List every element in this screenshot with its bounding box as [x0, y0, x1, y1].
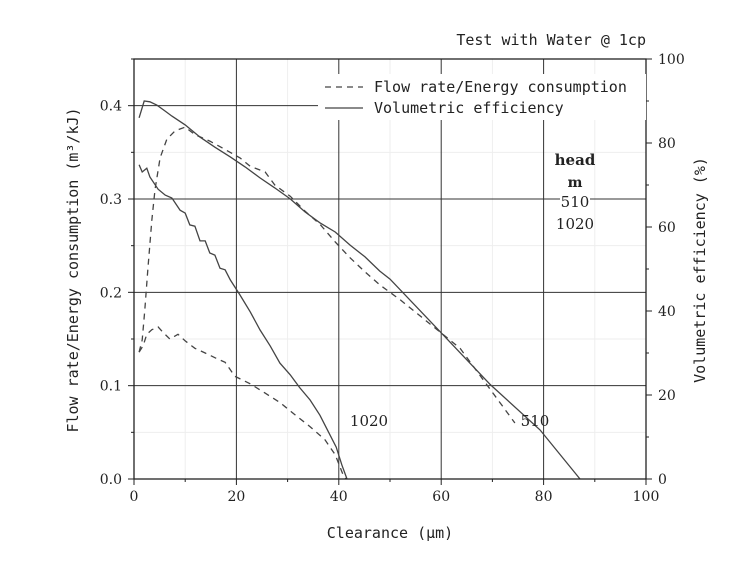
y-left-tick-label: 0.0	[100, 472, 122, 488]
legend-background	[318, 74, 646, 120]
x-tick-label: 100	[633, 489, 660, 505]
y-right-tick-label: 60	[658, 220, 676, 236]
series-line-dashed-510	[138, 126, 516, 424]
head-title: head	[555, 151, 596, 169]
y-left-tick-label: 0.2	[100, 285, 122, 301]
curve-label-510: 510	[521, 412, 550, 430]
y-left-tick-label: 0.4	[100, 99, 122, 115]
curves	[138, 100, 581, 480]
x-tick-label: 20	[227, 489, 245, 505]
legend-label-efficiency: Volumetric efficiency	[374, 99, 564, 117]
head-unit: m	[568, 175, 583, 191]
grid	[134, 58, 646, 479]
legend: Flow rate/Energy consumption Volumetric …	[318, 74, 646, 120]
series-line-solid-1020	[138, 164, 348, 480]
x-tick-label: 0	[130, 489, 139, 505]
head-value-1020: 1020	[556, 215, 594, 233]
y-right-tick-label: 40	[658, 304, 676, 320]
x-tick-label: 80	[535, 489, 553, 505]
y-axis-label-left: Flow rate/Energy consumption (m³/kJ)	[64, 107, 82, 432]
x-tick-label: 60	[432, 489, 450, 505]
series-line-dashed-1020	[138, 326, 347, 480]
y-right-tick-label: 100	[658, 52, 685, 68]
y-left-tick-label: 0.3	[100, 192, 122, 208]
axes	[128, 58, 652, 485]
y-right-tick-label: 0	[658, 472, 667, 488]
legend-label-flow: Flow rate/Energy consumption	[374, 78, 627, 96]
chart-title: Test with Water @ 1cp	[456, 31, 646, 49]
head-annotation: head m 510 1020	[555, 151, 596, 233]
y-left-tick-label: 0.1	[100, 379, 122, 395]
curve-label-1020: 1020	[350, 412, 388, 430]
head-value-510: 510	[561, 193, 590, 211]
tick-labels: 0 20 40 60 80 100 0.0 0.1 0.2 0.3 0.4 0 20 40 60 80 100	[100, 52, 685, 505]
x-tick-label: 40	[330, 489, 348, 505]
head-label-bg	[560, 193, 590, 207]
series-line-solid-510	[138, 100, 581, 480]
y-axis-label-right: Volumetric efficiency (%)	[691, 157, 709, 383]
y-right-tick-label: 80	[658, 136, 676, 152]
y-right-tick-label: 20	[658, 388, 676, 404]
x-axis-label: Clearance (μm)	[327, 524, 453, 542]
